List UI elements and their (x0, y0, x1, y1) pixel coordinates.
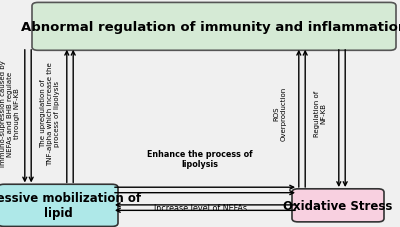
Text: Enhance the process of
lipolysis: Enhance the process of lipolysis (147, 149, 253, 169)
Text: The upregulation of
TNF-alpha which increase the
process of lipolysis: The upregulation of TNF-alpha which incr… (40, 62, 60, 165)
Text: Oxidative Stress: Oxidative Stress (283, 199, 393, 212)
Text: immuno-supression caused by
NEFAs and BHB regulate
through NF-KB: immuno-supression caused by NEFAs and BH… (0, 60, 20, 167)
Text: Increase level of NEFAs: Increase level of NEFAs (154, 203, 246, 212)
FancyBboxPatch shape (0, 184, 118, 227)
Text: ROS
Overproduction: ROS Overproduction (274, 86, 286, 141)
Text: Excessive mobilization of
lipid: Excessive mobilization of lipid (0, 192, 142, 219)
FancyBboxPatch shape (292, 189, 384, 222)
Text: Abnormal regulation of immunity and inflammation: Abnormal regulation of immunity and infl… (21, 21, 400, 34)
Text: Regulation of
NF-KB: Regulation of NF-KB (314, 91, 326, 136)
FancyBboxPatch shape (32, 3, 396, 51)
